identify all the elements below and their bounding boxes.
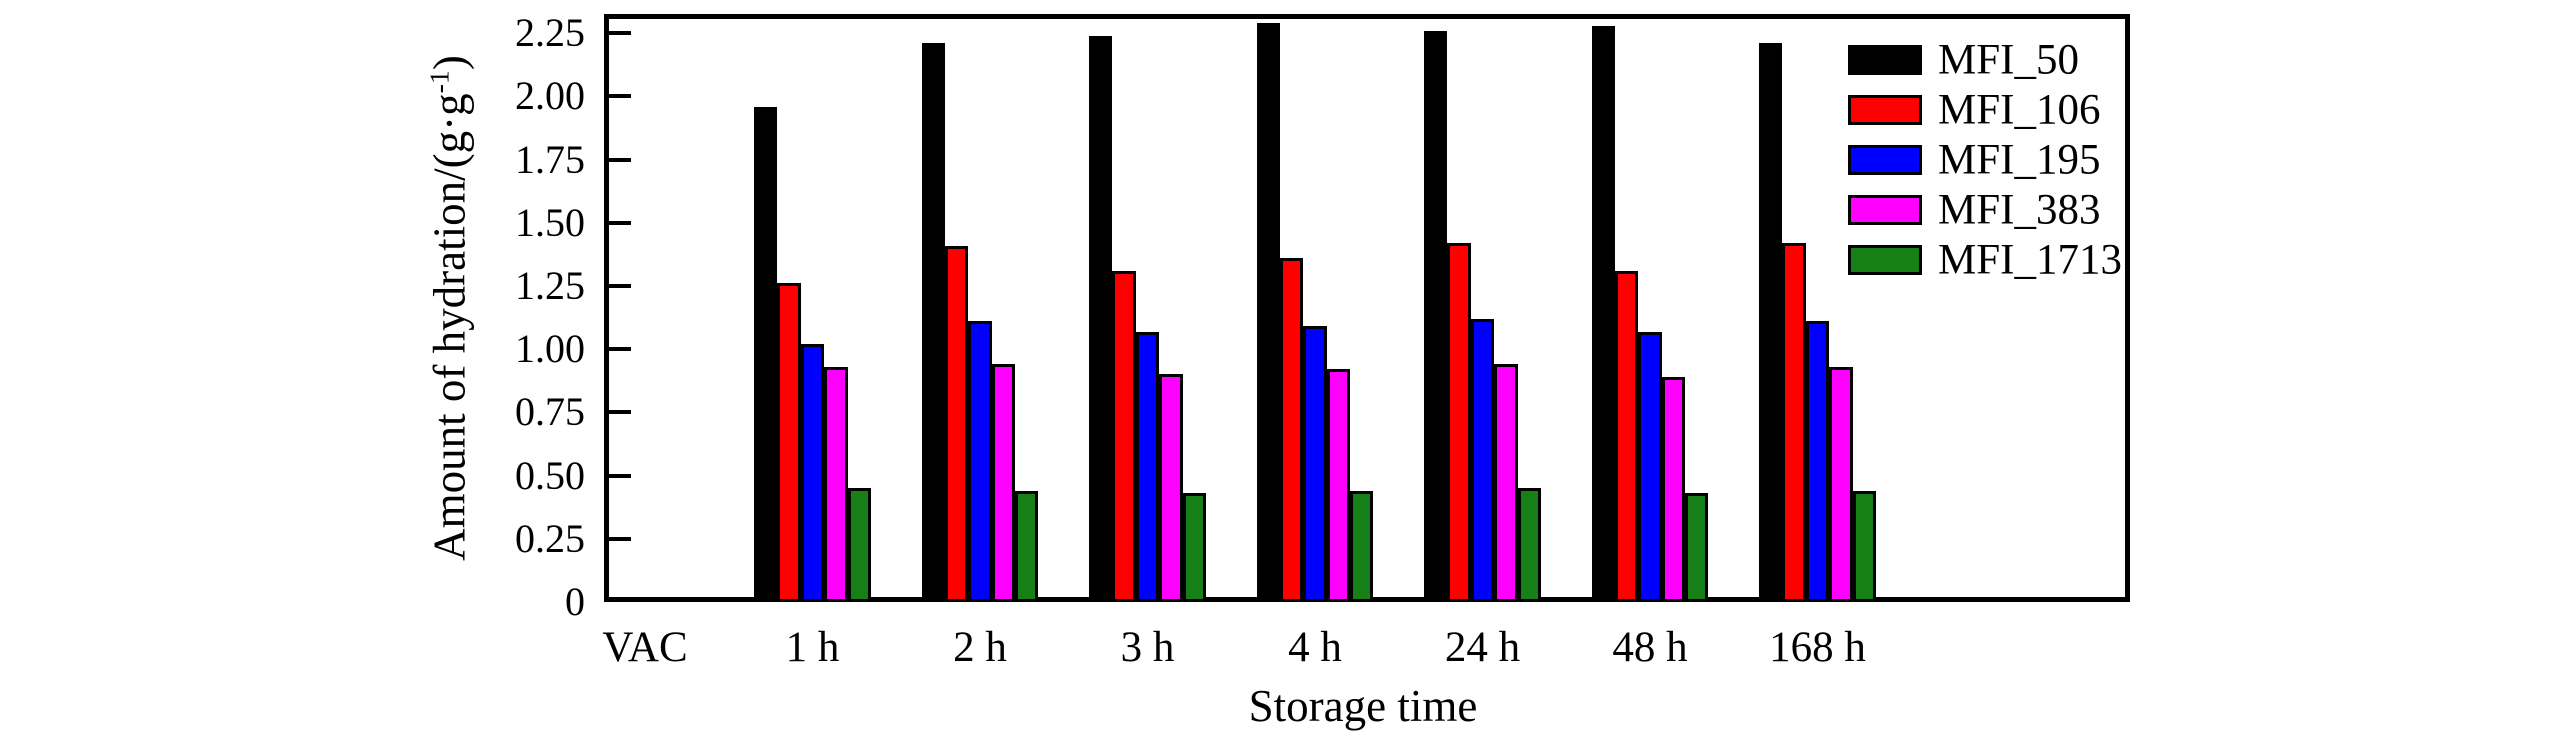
bar-mfi-195-2-h	[968, 321, 992, 602]
bar-mfi-1713-24-h	[1517, 488, 1541, 602]
bar-mfi-195-24-h	[1470, 318, 1495, 602]
y-tick-label-1.75: 1.75	[515, 136, 585, 182]
bar-mfi-383-1-h	[824, 366, 848, 602]
legend-label-mfi-195: MFI_195	[1938, 136, 2101, 184]
bar-mfi-1713-168-h	[1852, 490, 1876, 602]
legend-swatch-mfi-1713	[1848, 245, 1922, 275]
bar-mfi-195-48-h	[1638, 331, 1662, 602]
bar-mfi-106-3-h	[1112, 270, 1136, 602]
x-tick-label-2-h: 2 h	[953, 624, 1007, 671]
y-tick-label-0.25: 0.25	[515, 515, 585, 561]
bar-mfi-50-4-h	[1256, 23, 1280, 602]
legend-label-mfi-1713: MFI_1713	[1938, 236, 2122, 284]
x-tick-label-1-h: 1 h	[785, 624, 840, 671]
bar-mfi-1713-2-h	[1015, 490, 1039, 602]
bar-mfi-383-48-h	[1661, 377, 1686, 602]
x-tick-label-168-h: 168 h	[1769, 624, 1866, 671]
legend-swatch-mfi-383	[1848, 195, 1922, 225]
x-axis-title: Storage time	[1248, 681, 1478, 731]
bar-mfi-50-24-h	[1424, 30, 1448, 602]
bar-mfi-1713-1-h	[847, 488, 871, 602]
x-tick-label-3-h: 3 h	[1120, 624, 1175, 671]
bar-mfi-106-168-h	[1782, 243, 1806, 602]
bar-mfi-195-168-h	[1805, 321, 1830, 602]
legend-label-mfi-383: MFI_383	[1938, 186, 2101, 234]
y-tick-mark-0.50	[609, 473, 631, 478]
y-tick-label-0.50: 0.50	[515, 452, 585, 498]
legend-label-mfi-50: MFI_50	[1938, 36, 2079, 84]
y-tick-mark-0.75	[609, 410, 631, 415]
bar-mfi-50-48-h	[1591, 25, 1615, 602]
y-tick-mark-1.50	[609, 220, 631, 225]
bar-mfi-1713-3-h	[1182, 493, 1206, 602]
legend-swatch-mfi-106	[1848, 95, 1922, 125]
bar-mfi-50-2-h	[921, 43, 945, 602]
y-tick-mark-1.25	[609, 284, 631, 288]
bar-mfi-106-48-h	[1614, 270, 1639, 602]
bar-mfi-383-3-h	[1159, 374, 1183, 602]
bar-mfi-106-4-h	[1279, 258, 1304, 602]
bar-mfi-106-1-h	[777, 283, 801, 602]
y-tick-mark-1.00	[609, 347, 631, 352]
legend-swatch-mfi-195	[1848, 145, 1922, 175]
bar-mfi-383-4-h	[1326, 369, 1351, 602]
y-axis-title-close: )	[424, 55, 475, 71]
bar-mfi-50-1-h	[754, 106, 778, 602]
bar-mfi-106-2-h	[944, 245, 969, 602]
x-tick-label-4-h: 4 h	[1288, 624, 1342, 671]
y-tick-mark-2.25	[609, 31, 631, 36]
bar-mfi-195-4-h	[1303, 326, 1327, 602]
legend-label-mfi-106: MFI_106	[1938, 86, 2101, 134]
bar-mfi-195-1-h	[800, 344, 825, 602]
y-tick-mark-0.25	[609, 536, 631, 541]
x-tick-label-48-h: 48 h	[1612, 624, 1688, 671]
x-tick-label-24-h: 24 h	[1444, 624, 1521, 671]
y-tick-label-0: 0	[565, 579, 585, 624]
y-tick-mark-1.75	[609, 157, 631, 162]
bar-mfi-383-168-h	[1829, 366, 1853, 602]
bar-mfi-106-24-h	[1447, 243, 1471, 602]
y-tick-label-1.00: 1.00	[515, 326, 585, 372]
x-tick-label-vac: VAC	[602, 624, 688, 671]
legend-swatch-mfi-50	[1848, 45, 1922, 75]
y-tick-mark-2.00	[609, 94, 631, 99]
y-tick-label-1.50: 1.50	[515, 199, 585, 245]
bar-mfi-383-24-h	[1494, 364, 1518, 602]
bar-mfi-195-3-h	[1135, 331, 1160, 602]
bar-mfi-50-168-h	[1759, 43, 1783, 602]
bar-mfi-50-3-h	[1089, 35, 1113, 602]
bar-mfi-383-2-h	[991, 364, 1016, 602]
y-tick-label-0.75: 0.75	[515, 389, 585, 435]
bar-mfi-1713-4-h	[1350, 490, 1374, 602]
y-tick-label-1.25: 1.25	[515, 263, 585, 308]
bar-mfi-1713-48-h	[1685, 493, 1709, 602]
y-tick-label-2.25: 2.25	[515, 10, 585, 56]
y-tick-label-2.00: 2.00	[515, 73, 585, 119]
